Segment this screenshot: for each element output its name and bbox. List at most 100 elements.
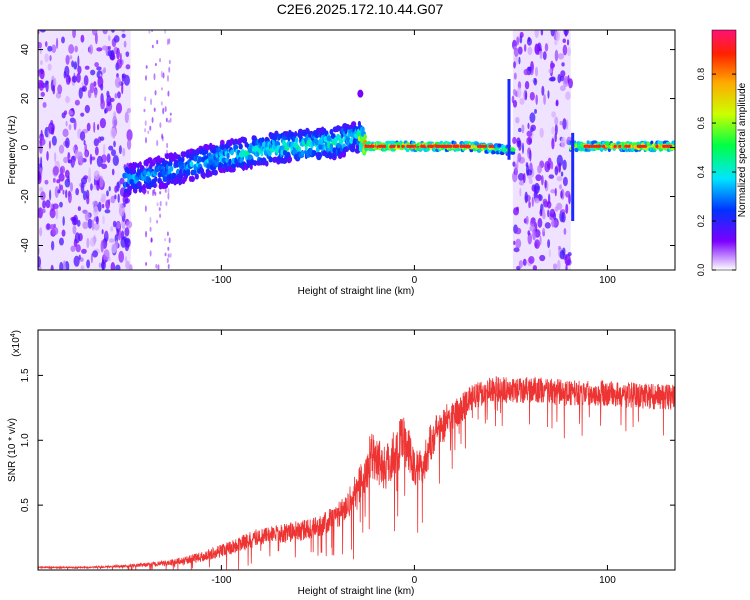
ridge-mark <box>650 140 654 145</box>
ridge-peak <box>366 144 371 148</box>
noise-speck <box>148 30 151 34</box>
noise-speck <box>63 156 69 164</box>
ridge-mark <box>168 165 174 172</box>
noise-speck <box>124 256 128 263</box>
noise-speck <box>49 224 55 230</box>
ridge-peak <box>406 144 410 148</box>
ridge-mark <box>206 163 211 170</box>
figure-title: C2E6.2025.172.10.44.G07 <box>277 1 444 17</box>
noise-speck <box>155 263 158 269</box>
noise-speck <box>553 212 557 221</box>
noise-speck <box>149 125 152 131</box>
y-tick-label: -40 <box>20 238 31 253</box>
noise-speck <box>563 228 567 235</box>
noise-speck <box>542 198 548 205</box>
noise-speck <box>126 129 133 142</box>
noise-speck <box>112 155 119 166</box>
ridge-peak <box>597 144 601 148</box>
noise-speck <box>542 227 546 237</box>
noise-speck <box>550 161 554 170</box>
noise-speck <box>164 252 167 257</box>
noise-speck <box>102 30 108 35</box>
ridge-peak <box>601 144 606 148</box>
noise-speck <box>517 173 525 181</box>
noise-speck <box>68 110 74 116</box>
noise-speck <box>58 144 65 154</box>
noise-speck <box>151 117 154 123</box>
noise-speck <box>522 173 526 184</box>
noise-speck <box>60 165 66 174</box>
ridge-peak <box>583 144 587 148</box>
noise-speck <box>122 147 126 157</box>
noise-speck <box>120 230 125 240</box>
noise-speck <box>106 94 112 107</box>
noise-speck <box>111 149 117 157</box>
ridge-peak <box>585 144 589 148</box>
noise-speck <box>39 187 44 192</box>
noise-speck <box>49 54 52 62</box>
noise-speck <box>159 191 162 195</box>
noise-speck <box>97 76 104 88</box>
noise-speck <box>72 224 77 235</box>
ridge-peak <box>369 144 373 148</box>
noise-speck <box>541 85 545 96</box>
noise-speck <box>527 232 533 245</box>
noise-speck <box>67 191 72 204</box>
noise-speck <box>563 76 569 85</box>
noise-speck <box>518 56 521 65</box>
noise-speck <box>124 227 130 237</box>
noise-speck <box>167 187 170 195</box>
noise-speck <box>125 51 130 57</box>
noise-speck <box>110 195 116 204</box>
ridge-mark <box>497 143 502 148</box>
noise-speck <box>528 201 531 209</box>
ridge-mark <box>205 144 210 151</box>
ridge-mark <box>157 171 162 178</box>
noise-speck <box>40 156 43 169</box>
x-tick-label: 100 <box>599 275 616 286</box>
ridge-peak <box>664 144 668 148</box>
colorbar-tick-label: 0.4 <box>696 166 706 179</box>
noise-speck <box>513 47 519 57</box>
noise-bands <box>38 30 573 270</box>
ridge-peak <box>481 144 485 148</box>
noise-speck <box>538 50 543 56</box>
y-tick-label: -20 <box>20 189 31 204</box>
noise-speck <box>522 258 527 266</box>
noise-speck <box>160 87 163 91</box>
colorbar: 0.0 0.2 0.4 0.6 0.8 Normalized spectral ampl… <box>696 29 748 276</box>
noise-speck <box>121 83 124 95</box>
ridge-mark <box>202 173 206 180</box>
noise-speck <box>47 63 52 71</box>
spectrogram-ticks: -100 0 100 -40 -20 0 20 40 <box>20 30 675 286</box>
noise-speck <box>554 132 557 143</box>
noise-speck <box>144 136 147 144</box>
noise-speck <box>71 216 77 226</box>
noise-speck <box>167 246 170 251</box>
noise-speck <box>111 30 115 33</box>
ridge-mark <box>249 163 253 170</box>
ridge-peak <box>453 144 457 148</box>
noise-speck <box>144 128 147 133</box>
noise-speck <box>562 118 567 130</box>
noise-speck <box>115 102 123 114</box>
noise-speck <box>96 66 102 71</box>
x-tick-label: -100 <box>211 575 231 586</box>
noise-speck <box>562 176 568 187</box>
noise-speck <box>564 254 571 266</box>
snr-ylabel: SNR (10 * v/v) <box>7 418 18 482</box>
noise-speck <box>110 127 117 139</box>
noise-speck <box>548 248 551 258</box>
noise-speck <box>107 199 111 205</box>
noise-speck <box>518 127 522 133</box>
noise-speck <box>548 174 555 179</box>
noise-speck <box>532 228 537 241</box>
noise-speck <box>144 96 147 102</box>
noise-speck <box>110 262 116 270</box>
noise-speck <box>52 177 56 183</box>
ridge-mark <box>510 150 516 155</box>
noise-speck <box>112 220 117 228</box>
y-tick-label: 0.5 <box>20 498 31 512</box>
noise-speck <box>56 179 61 184</box>
noise-speck <box>516 87 522 99</box>
